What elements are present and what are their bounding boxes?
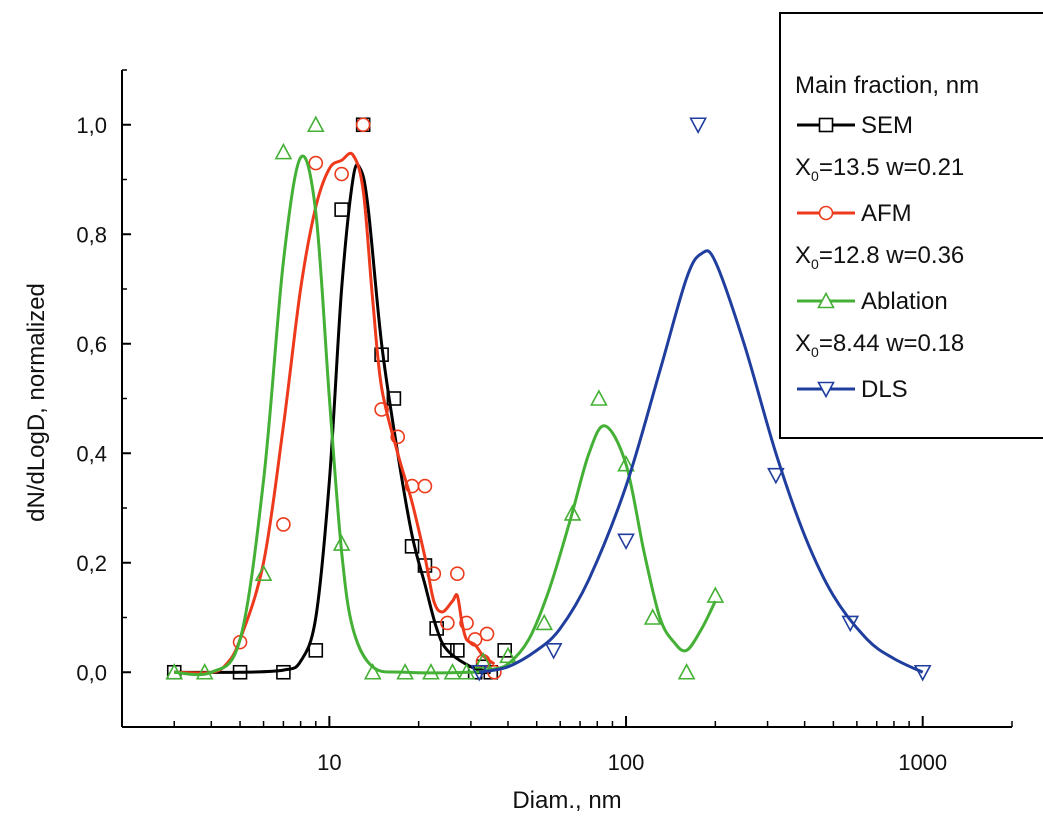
data-point-afm xyxy=(426,566,442,582)
data-point-sem xyxy=(386,391,402,406)
data-point-ablation xyxy=(706,586,725,603)
data-point-sem xyxy=(276,664,291,680)
data-point-ablation xyxy=(396,663,414,680)
data-point-ablation xyxy=(422,663,440,680)
series-dls xyxy=(470,117,932,682)
series-ablation xyxy=(165,115,725,680)
x-tick-label: 100 xyxy=(608,750,645,775)
series-line-ablation xyxy=(174,154,717,677)
data-point-afm xyxy=(467,632,483,647)
data-point-ablation xyxy=(332,534,351,551)
data-point-ablation xyxy=(165,663,184,680)
y-tick-label: 1,0 xyxy=(76,113,107,138)
series-line-afm xyxy=(174,151,496,675)
data-point-ablation xyxy=(499,646,517,664)
x-tick-label: 1000 xyxy=(898,750,947,775)
data-point-ablation xyxy=(617,455,635,472)
data-point-ablation xyxy=(563,504,582,521)
data-point-afm xyxy=(479,626,495,642)
data-point-ablation xyxy=(363,663,382,680)
y-tick-label: 0,2 xyxy=(76,551,107,576)
data-point-ablation xyxy=(274,142,293,160)
data-point-afm xyxy=(276,517,291,532)
legend-title: Main fraction, nm xyxy=(795,72,979,99)
data-point-afm xyxy=(308,155,324,171)
data-point-afm xyxy=(459,615,474,631)
legend-params-ablation: X0=8.44 w=0.18 xyxy=(795,330,964,360)
legend-label-ablation: Ablation xyxy=(861,288,948,315)
data-point-dls xyxy=(689,117,707,134)
data-point-afm xyxy=(417,478,433,494)
data-point-afm xyxy=(355,117,371,133)
data-point-afm xyxy=(334,166,349,182)
data-point-ablation xyxy=(535,613,554,631)
y-tick-label: 0,8 xyxy=(76,222,107,247)
x-axis-title: Diam., nm xyxy=(512,787,621,814)
data-point-dls xyxy=(767,467,785,485)
data-point-sem xyxy=(334,202,349,217)
data-point-ablation xyxy=(306,115,325,133)
legend-marker-ablation xyxy=(817,291,835,309)
data-point-sem xyxy=(404,539,420,554)
legend-marker-dls xyxy=(817,381,835,399)
data-point-sem xyxy=(232,664,248,680)
legend-params-sem: X0=13.5 w=0.21 xyxy=(795,154,964,184)
data-point-dls xyxy=(617,533,635,551)
legend-marker-afm xyxy=(818,205,834,221)
series-afm xyxy=(174,117,502,680)
data-point-ablation xyxy=(590,389,608,406)
legend-box xyxy=(779,12,1043,439)
data-point-ablation xyxy=(643,608,662,625)
data-point-sem xyxy=(497,643,513,658)
y-tick-label: 0,4 xyxy=(76,441,107,466)
y-tick-label: 0,6 xyxy=(76,332,107,357)
data-point-ablation xyxy=(254,564,273,582)
data-point-sem xyxy=(450,643,465,658)
legend: Main fraction, nm SEM X0=13.5 w=0.21 AFM X0… xyxy=(779,12,1043,439)
legend-params-afm: X0=12.8 w=0.36 xyxy=(795,242,964,272)
data-point-ablation xyxy=(443,663,462,680)
data-point-afm xyxy=(374,402,389,417)
legend-label-dls: DLS xyxy=(861,376,908,403)
series-sem xyxy=(166,117,513,680)
data-point-dls xyxy=(470,664,489,682)
data-point-dls xyxy=(841,615,860,633)
data-point-ablation xyxy=(677,663,696,680)
legend-label-sem: SEM xyxy=(861,112,913,139)
x-tick-label: 10 xyxy=(317,750,341,775)
y-tick-label: 0,0 xyxy=(76,660,107,685)
data-point-sem xyxy=(374,347,389,363)
y-axis-title: dN/dLogD, normalized xyxy=(23,283,50,522)
series-line-sem xyxy=(174,163,492,674)
data-point-ablation xyxy=(195,663,214,680)
data-point-afm xyxy=(450,566,465,582)
data-point-afm xyxy=(440,615,455,631)
data-point-dls xyxy=(913,664,932,682)
legend-label-afm: AFM xyxy=(861,200,912,227)
data-point-sem xyxy=(440,643,455,658)
legend-marker-sem xyxy=(818,117,834,133)
data-point-ablation xyxy=(474,652,493,669)
data-point-dls xyxy=(544,643,563,660)
axes: 0,0 0,2 0,4 0,6 0,8 1,0 10 100 1000 xyxy=(76,69,1013,775)
plot-area xyxy=(165,115,932,682)
data-point-sem xyxy=(308,643,324,658)
series-line-dls xyxy=(478,249,924,674)
data-point-ablation xyxy=(457,663,476,680)
data-point-afm xyxy=(390,429,406,445)
